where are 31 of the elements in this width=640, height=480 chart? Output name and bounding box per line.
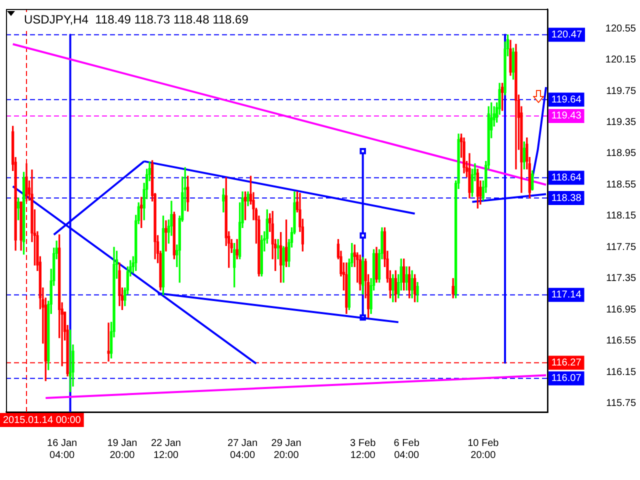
x-tick-label: 19 Jan 20:00 (107, 438, 138, 461)
y-tick-label: 118.95 (606, 148, 636, 160)
ref-line-label: 119.43 (551, 110, 582, 122)
x-tick-label: 22 Jan 12:00 (150, 438, 181, 461)
x-tick-label: 3 Feb 12:00 (350, 438, 376, 461)
y-tick-label: 120.15 (605, 54, 636, 66)
y-tick-label: 118.55 (606, 179, 636, 190)
y-tick-label: 118.15 (606, 210, 636, 222)
chart-title: USDJPY,H4 118.49 118.73 118.48 118.69 (24, 12, 249, 26)
ref-line-label: 117.14 (551, 290, 582, 301)
y-tick-label: 120.55 (605, 23, 636, 34)
x-tick-label: 10 Feb 20:00 (468, 438, 500, 461)
x-tick-label: 27 Jan 04:00 (228, 438, 258, 461)
x-tick-label: 6 Feb 04:00 (394, 438, 420, 461)
y-tick-label: 119.35 (606, 116, 636, 128)
y-tick-label: 117.75 (606, 242, 636, 253)
ref-line-label: 120.47 (551, 30, 582, 41)
ref-line-label: 119.64 (551, 94, 582, 106)
x-tick-label: 29 Jan 20:00 (271, 438, 302, 461)
ref-line-label: 118.64 (551, 172, 582, 184)
ref-line-label: 116.27 (551, 358, 582, 369)
ref-line-label: 2015.01.14 00:00 (3, 414, 82, 426)
y-tick-label: 119.75 (606, 86, 636, 97)
y-tick-label: 116.95 (606, 304, 636, 316)
y-tick-label: 116.15 (606, 366, 636, 378)
y-tick-label: 116.55 (606, 336, 636, 347)
y-tick-label: 117.35 (606, 273, 636, 284)
ref-line-label: 118.38 (551, 192, 582, 204)
x-tick-label: 16 Jan 04:00 (47, 438, 78, 461)
y-tick-label: 115.75 (606, 398, 636, 410)
ref-line-label: 116.07 (551, 373, 582, 384)
